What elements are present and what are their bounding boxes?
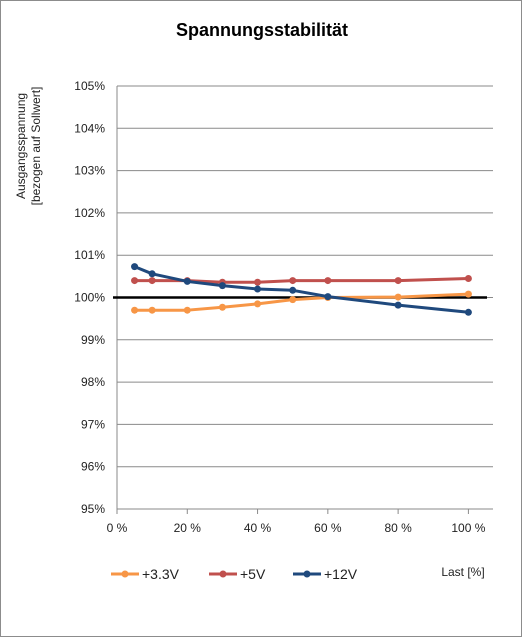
legend-item-+5V: +5V: [209, 566, 266, 582]
x-tick-label: 60 %: [314, 521, 342, 535]
y-tick-label: 98%: [81, 375, 105, 389]
x-tick-label: 80 %: [384, 521, 412, 535]
data-point-+5V: [394, 277, 402, 285]
legend: +3.3V +5V +12V: [111, 566, 358, 582]
y-tick-label: 105%: [74, 79, 105, 93]
y-tick-label: 100%: [74, 291, 105, 305]
data-point-+3.3V: [183, 306, 191, 314]
y-tick-label: 95%: [81, 502, 105, 516]
data-point-+3.3V: [131, 306, 139, 314]
data-point-+3.3V: [218, 303, 226, 311]
y-tick-label: 101%: [74, 248, 105, 262]
legend-label-+3.3V: +3.3V: [142, 566, 180, 582]
series-+3.3V: [131, 290, 472, 314]
data-point-+3.3V: [148, 306, 156, 314]
series-layer: [131, 263, 472, 316]
data-point-+12V: [218, 282, 226, 290]
data-point-+12V: [324, 293, 332, 301]
legend-item-+12V: +12V: [293, 566, 358, 582]
data-point-+12V: [394, 301, 402, 309]
x-tick-label: 40 %: [244, 521, 272, 535]
y-tick-label: 99%: [81, 333, 105, 347]
x-axis-label: Last [%]: [441, 565, 484, 579]
data-point-+3.3V: [394, 293, 402, 301]
data-point-+12V: [289, 286, 297, 294]
y-axis-label-line-1: Ausgangsspannung: [14, 93, 28, 199]
y-tick-label: 96%: [81, 460, 105, 474]
y-tick-label: 102%: [74, 206, 105, 220]
data-point-+12V: [148, 270, 156, 278]
x-tick-label: 20 %: [174, 521, 202, 535]
legend-marker-+3.3V: [121, 570, 129, 578]
y-tick-label: 104%: [74, 121, 105, 135]
series-line-+12V: [134, 265, 469, 314]
legend-marker-+5V: [219, 570, 227, 578]
legend-label-+12V: +12V: [324, 566, 358, 582]
y-axis-label-line-2: [bezogen auf Sollwert]: [29, 87, 43, 206]
data-point-+12V: [131, 263, 139, 271]
data-point-+5V: [289, 277, 297, 285]
data-point-+3.3V: [289, 296, 297, 304]
data-point-+12V: [254, 285, 262, 293]
data-point-+5V: [131, 277, 139, 285]
data-point-+12V: [183, 277, 191, 285]
legend-marker-+12V: [303, 570, 311, 578]
tick-label-layer: 95% 96% 97% 98% 99% 100% 101% 102% 103% 104% 105% 0…: [74, 79, 485, 535]
y-tick-label: 97%: [81, 417, 105, 431]
data-point-+3.3V: [464, 290, 472, 298]
data-point-+5V: [464, 274, 472, 282]
data-point-+12V: [464, 308, 472, 316]
data-point-+5V: [148, 277, 156, 285]
chart-title: Spannungsstabilität: [176, 20, 348, 40]
series-+12V: [131, 263, 472, 316]
data-point-+5V: [324, 277, 332, 285]
legend-label-+5V: +5V: [240, 566, 266, 582]
data-point-+5V: [254, 278, 262, 286]
x-tick-label: 100 %: [451, 521, 485, 535]
x-tick-label: 0 %: [107, 521, 128, 535]
data-point-+3.3V: [254, 300, 262, 308]
y-tick-label: 103%: [74, 164, 105, 178]
legend-item-+3.3V: +3.3V: [111, 566, 180, 582]
